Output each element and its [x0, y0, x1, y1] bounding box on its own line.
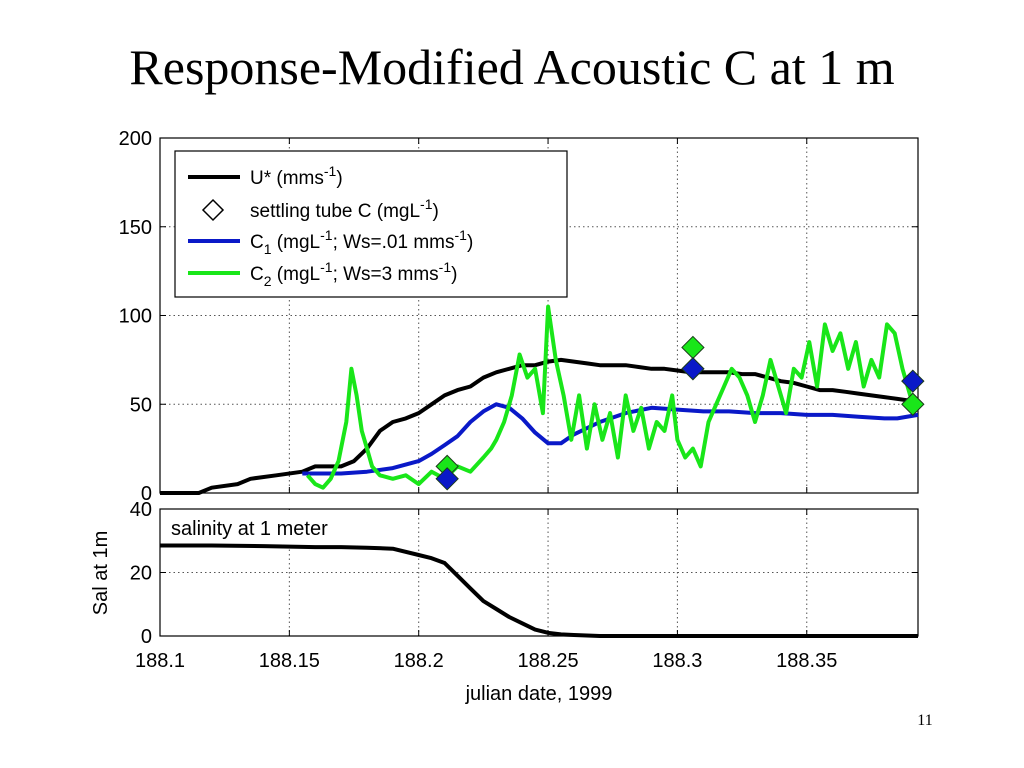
legend-label-c1: C1 (mgL-1; Ws=.01 mms-1)	[250, 227, 473, 257]
bottom-ytick-label: 20	[130, 563, 152, 585]
legend-label-tube: settling tube C (mgL-1)	[250, 196, 439, 222]
legend-diamond-icon	[201, 198, 225, 222]
top-ytick-label: 50	[130, 394, 152, 416]
slide-title: Response-Modified Acoustic C at 1 m	[129, 39, 895, 95]
marker-c2-diamond	[681, 335, 705, 360]
bottom-xtick-label: 188.25	[517, 650, 578, 672]
marker-c1-diamond	[435, 467, 459, 491]
top-ytick-label: 0	[141, 483, 152, 505]
series-line-salinity	[160, 543, 918, 638]
bottom-xtick-label: 188.2	[394, 650, 444, 672]
y-axis-label: Sal at 1m	[90, 531, 112, 615]
bottom-ytick-label: 0	[141, 626, 152, 648]
bottom-xtick-label: 188.3	[652, 650, 702, 672]
bottom-xtick-label: 188.35	[776, 650, 837, 672]
bottom-xtick-label: 188.1	[135, 650, 185, 672]
series-line-ustar	[160, 357, 918, 495]
page-number: 11	[917, 712, 933, 729]
series-line-c2	[305, 304, 920, 490]
top-ytick-label: 200	[119, 128, 152, 150]
top-chart-axes: 0 50 100 150 200 U* (mms-1) settling tube C (m…	[119, 128, 925, 505]
marker-c2-diamond	[901, 392, 925, 416]
bottom-xtick-label: 188.15	[259, 650, 320, 672]
marker-c1-diamond	[901, 369, 925, 393]
x-axis-label: julian date, 1999	[465, 683, 613, 705]
salinity-annotation: salinity at 1 meter	[171, 518, 328, 540]
bottom-chart-axes: 0 20 40 salinity at 1 meter 188.1 188.15 188.2…	[90, 499, 919, 705]
top-ytick-label: 150	[119, 217, 152, 239]
top-ytick-label: 100	[119, 306, 152, 328]
annotation-box	[161, 510, 418, 542]
legend-box	[174, 150, 568, 298]
series-line-c1	[302, 402, 919, 476]
legend-label-ustar: U* (mms-1)	[250, 163, 343, 189]
legend-label-c2: C2 (mgL-1; Ws=3 mms-1)	[250, 259, 457, 289]
bottom-ytick-label: 40	[130, 499, 152, 521]
marker-c1-diamond	[681, 357, 705, 381]
